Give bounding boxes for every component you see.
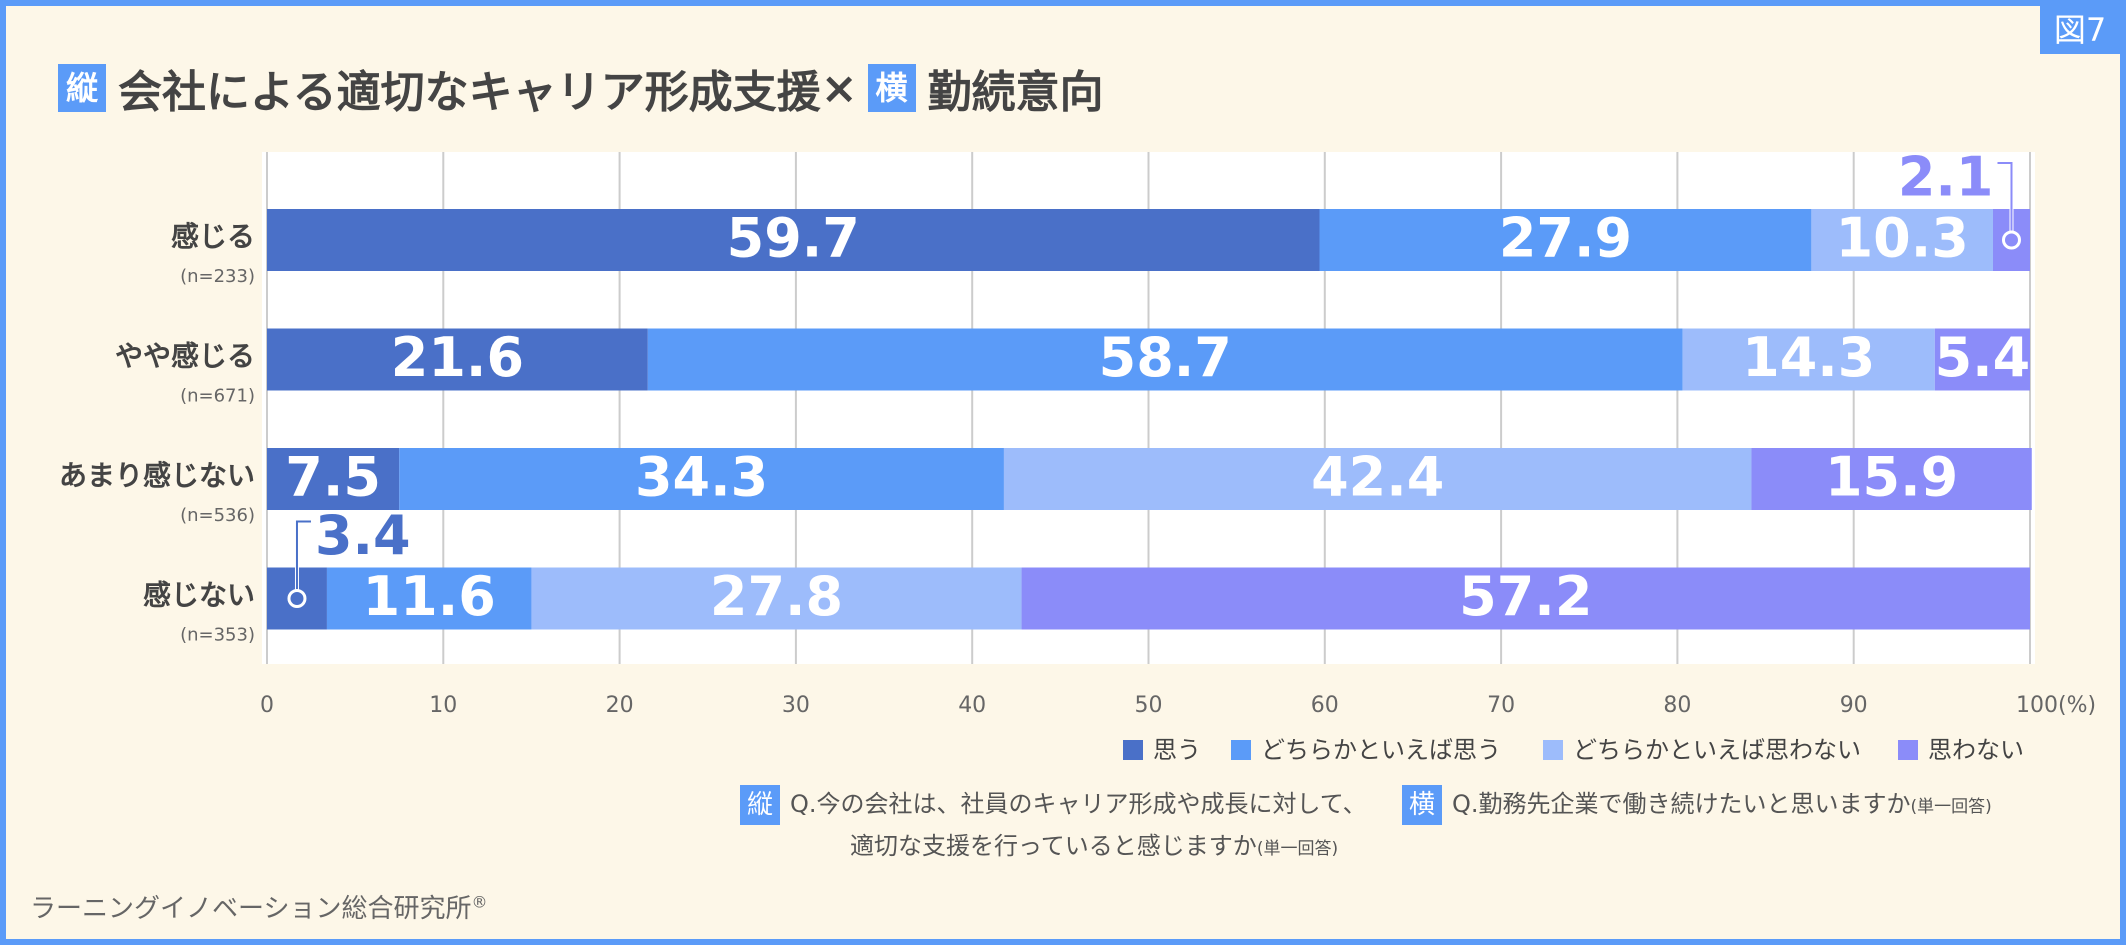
legend-swatch — [1231, 740, 1251, 760]
title-text: 会社による適切なキャリア形成支援 — [118, 67, 821, 118]
bar-segment — [267, 448, 400, 510]
legend-swatch — [1898, 740, 1918, 760]
x-tick-label: 20 — [606, 693, 634, 718]
source: ラーニングイノベーション総合研究所® — [30, 888, 487, 925]
value-label: 15.9 — [1825, 446, 1958, 509]
bar-segment — [399, 448, 1004, 510]
note-text: Q.勤務先企業で働き続けたいと思いますか — [1452, 790, 1911, 818]
bar-segment — [1811, 209, 1993, 271]
category-label: 感じる — [171, 220, 255, 253]
note: 適切な支援を行っていると感じますか(単一回答) — [850, 826, 1338, 861]
x-tick-label: 40 — [958, 693, 986, 718]
bar-segment — [1682, 328, 1935, 391]
category-note: (n=671) — [180, 386, 255, 407]
note-answer: (単一回答) — [1256, 839, 1339, 859]
category-note: (n=353) — [180, 625, 255, 646]
category-label: やや感じる — [115, 340, 255, 373]
note-text: Q.今の会社は、社員のキャリア形成や成長に対して、 — [790, 790, 1367, 818]
value-label: 14.3 — [1742, 326, 1875, 389]
value-label: 27.9 — [1499, 207, 1632, 270]
category-label: 感じない — [143, 579, 255, 612]
callout-line — [1997, 162, 2013, 240]
legend-swatch — [1543, 740, 1563, 760]
title: 縦 会社による適切なキャリア形成支援 × 横 勤続意向 — [58, 56, 1104, 120]
title-cross: × — [820, 62, 858, 114]
value-label: 27.8 — [710, 565, 843, 628]
category-note: (n=233) — [180, 266, 255, 287]
x-tick-label: 100(%) — [2016, 693, 2096, 718]
source-text: ラーニングイノベーション総合研究所 — [30, 894, 472, 924]
bar-segment — [326, 567, 532, 630]
legend-label: 思う — [1153, 736, 1201, 764]
x-tick-label: 60 — [1311, 693, 1339, 718]
figure-label: 図7 — [2040, 6, 2120, 54]
note-text: 適切な支援を行っていると感じますか — [850, 832, 1257, 860]
note-answer: (単一回答) — [1910, 797, 1992, 817]
legend-label: どちらかといえば思わない — [1573, 736, 1861, 764]
bar-segment — [267, 209, 1320, 271]
category-note: (n=536) — [180, 505, 255, 526]
bar-segment — [1021, 567, 2030, 630]
x-tick-label: 50 — [1135, 693, 1163, 718]
x-tick-label: 30 — [782, 693, 810, 718]
legend-swatch — [1123, 740, 1143, 760]
bar-segment — [1319, 209, 1812, 271]
title-text: 勤続意向 — [927, 67, 1104, 118]
x-tick-label: 90 — [1840, 693, 1868, 718]
title-badge: 縦 — [58, 64, 106, 112]
note: 横 Q.勤務先企業で働き続けたいと思いますか(単一回答) — [1402, 784, 1992, 825]
bar-segment — [1751, 448, 2032, 510]
value-label: 3.4 — [315, 504, 411, 567]
value-label: 5.4 — [1935, 326, 2031, 389]
title-badge: 横 — [867, 64, 916, 112]
value-label: 11.6 — [363, 565, 496, 628]
legend-label: 思わない — [1928, 736, 2024, 764]
x-tick-label: 70 — [1487, 693, 1515, 718]
value-label: 34.3 — [635, 446, 768, 509]
legend-label: どちらかといえば思う — [1261, 736, 1501, 764]
value-label: 7.5 — [285, 446, 381, 509]
category-label: あまり感じない — [59, 459, 255, 492]
callout-line — [295, 520, 311, 599]
bar-segment — [1003, 448, 1752, 510]
note-badge: 横 — [1402, 785, 1442, 825]
note: 縦 Q.今の会社は、社員のキャリア形成や成長に対して、 — [740, 784, 1367, 825]
x-tick-label: 0 — [260, 693, 274, 718]
callout-marker — [287, 589, 307, 608]
value-label: 59.7 — [727, 207, 860, 270]
x-tick-label: 80 — [1663, 693, 1691, 718]
callout-marker — [2001, 230, 2021, 250]
value-label: 57.2 — [1459, 565, 1592, 628]
bar-segment — [267, 328, 648, 391]
value-label: 21.6 — [391, 326, 524, 389]
note-badge: 縦 — [740, 785, 780, 825]
bar-segment — [647, 328, 1683, 391]
value-label: 58.7 — [1099, 326, 1232, 389]
source-mark: ® — [471, 892, 488, 912]
value-label: 42.4 — [1311, 446, 1444, 509]
bar-segment — [1934, 328, 2030, 391]
value-label: 2.1 — [1898, 146, 1994, 209]
bar-segment — [531, 567, 1022, 630]
value-label: 10.3 — [1836, 207, 1969, 270]
x-tick-label: 10 — [429, 693, 457, 718]
